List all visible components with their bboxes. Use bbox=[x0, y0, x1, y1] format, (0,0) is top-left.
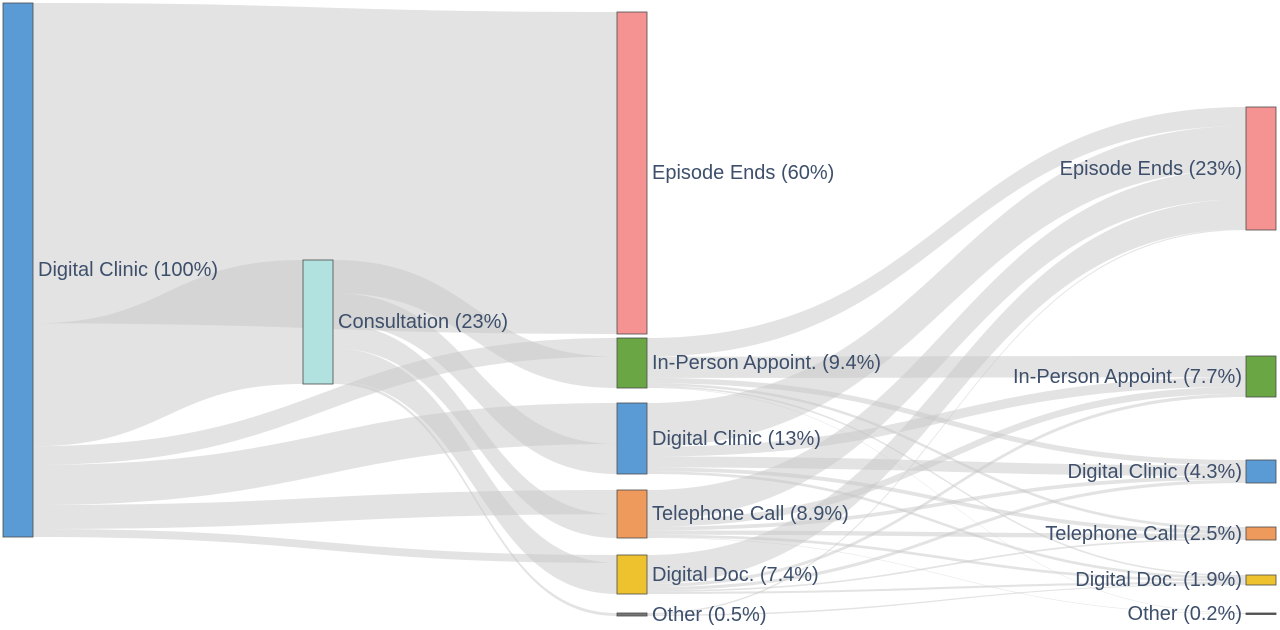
node-label-dc1: Digital Clinic (13%) bbox=[652, 427, 821, 450]
node-label-ip2: In-Person Appoint. (7.7%) bbox=[1012, 365, 1242, 388]
node-label-tc1: Telephone Call (8.9%) bbox=[652, 503, 849, 525]
link-dc0-to-ee1 bbox=[33, 3, 617, 334]
link-dd1-to-tc2 bbox=[647, 538, 1246, 592]
link-tc1-to-ip2 bbox=[647, 386, 1246, 527]
node-dc0[interactable] bbox=[2, 2, 34, 538]
link-tc1-to-dd2 bbox=[647, 534, 1246, 582]
node-label-ee1: Episode Ends (60%) bbox=[652, 162, 835, 184]
node-ip1[interactable] bbox=[616, 337, 648, 389]
link-dd1-to-dc2 bbox=[647, 479, 1246, 591]
node-dc1[interactable] bbox=[616, 402, 648, 475]
link-dd1-to-ip2 bbox=[647, 393, 1246, 588]
node-label-dd2: Digital Doc. (1.9%) bbox=[1075, 569, 1242, 591]
node-ee2[interactable] bbox=[1245, 106, 1277, 231]
link-con-to-ip1 bbox=[333, 260, 617, 388]
node-label-ee2: Episode Ends (23%) bbox=[1059, 157, 1242, 180]
node-label-ip1: In-Person Appoint. (9.4%) bbox=[652, 352, 882, 374]
link-con-to-dd1 bbox=[333, 348, 617, 594]
link-dd1-to-dd2 bbox=[647, 581, 1246, 594]
node-dd2[interactable] bbox=[1245, 574, 1277, 586]
node-label-ot2: Other (0.2%) bbox=[1127, 602, 1242, 625]
link-ip1-to-dd2 bbox=[647, 385, 1246, 577]
link-dc0-to-dd1 bbox=[33, 528, 617, 563]
link-dc1-to-ee2 bbox=[647, 125, 1246, 447]
node-tc1[interactable] bbox=[616, 489, 648, 539]
node-label-tc2: Telephone Call (2.5%) bbox=[1045, 522, 1242, 545]
node-label-dc2: Digital Clinic (4.3%) bbox=[1067, 460, 1243, 483]
link-dc0-to-ip1 bbox=[33, 338, 617, 465]
link-dd1-to-ee2 bbox=[647, 199, 1246, 584]
sankey-links bbox=[33, 3, 1246, 616]
link-dc0-to-tc1 bbox=[33, 490, 617, 529]
node-dc2[interactable] bbox=[1245, 459, 1277, 484]
link-tc1-to-ee2 bbox=[647, 169, 1246, 520]
node-label-ot1: Other (0.5%) bbox=[652, 603, 767, 626]
node-ot1[interactable] bbox=[616, 612, 648, 617]
sankey-nodes bbox=[2, 2, 1277, 617]
link-ot1-to-ee2 bbox=[647, 228, 1246, 615]
link-con-to-dc1 bbox=[333, 292, 617, 474]
link-ip1-to-ee2 bbox=[647, 107, 1246, 357]
node-con[interactable] bbox=[302, 259, 334, 385]
link-dc0-to-con bbox=[33, 260, 303, 447]
node-ip2[interactable] bbox=[1245, 355, 1277, 398]
node-label-con: Consultation (23%) bbox=[338, 311, 509, 333]
link-tc1-to-dc2 bbox=[647, 476, 1246, 531]
link-con-to-tc1 bbox=[333, 323, 617, 538]
node-tc2[interactable] bbox=[1245, 526, 1277, 541]
link-dc1-to-ip2 bbox=[647, 377, 1246, 457]
node-dd1[interactable] bbox=[616, 554, 648, 595]
link-ip1-to-ip2 bbox=[647, 356, 1246, 378]
link-dc1-to-dd2 bbox=[647, 471, 1246, 580]
link-dc1-to-tc2 bbox=[647, 467, 1246, 534]
link-tc1-to-ot2 bbox=[647, 537, 1246, 614]
link-con-to-ot1 bbox=[333, 381, 617, 616]
node-ee1[interactable] bbox=[616, 11, 648, 335]
node-label-dc0: Digital Clinic (100%) bbox=[38, 259, 219, 281]
node-ot2[interactable] bbox=[1245, 612, 1277, 615]
node-label-dd1: Digital Doc. (7.4%) bbox=[652, 563, 819, 586]
link-ot1-to-dd2 bbox=[647, 583, 1246, 616]
